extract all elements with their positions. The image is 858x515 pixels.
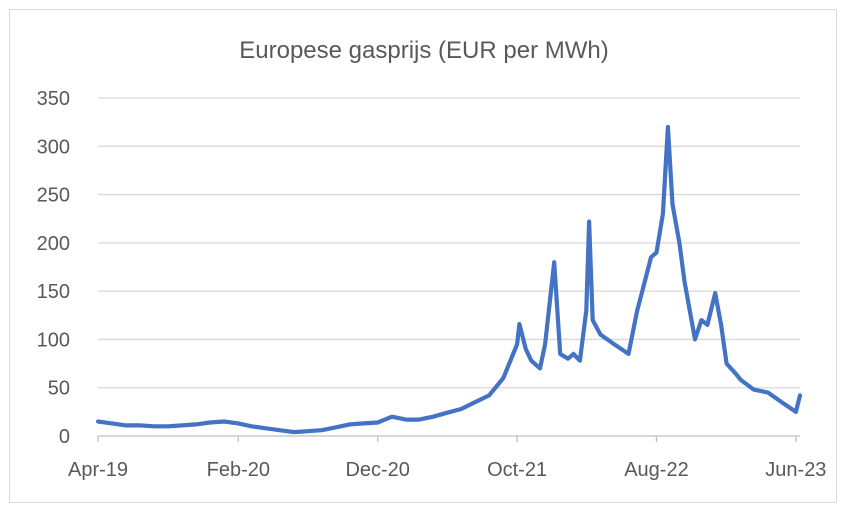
y-tick-label: 100 xyxy=(37,329,70,351)
x-tick-label: Oct-21 xyxy=(487,459,547,481)
x-tick-label: Dec-20 xyxy=(345,459,409,481)
x-axis: Apr-19 Feb-20 Dec-20 Oct-21 Aug-22 Jun-23 xyxy=(68,435,826,481)
chart-frame: Europese gasprijs (EUR per MWh) 0 50 100 15… xyxy=(9,9,837,503)
chart-svg: Europese gasprijs (EUR per MWh) 0 50 100 15… xyxy=(37,37,827,481)
grid-layer xyxy=(98,97,800,389)
y-tick-label: 200 xyxy=(37,233,70,255)
chart-title: Europese gasprijs (EUR per MWh) xyxy=(239,37,608,64)
x-tick-label: Feb-20 xyxy=(207,459,270,481)
y-tick-label: 250 xyxy=(37,185,70,207)
x-tick-label: Apr-19 xyxy=(68,459,128,481)
y-tick-label: 50 xyxy=(48,378,70,400)
y-tick-label: 350 xyxy=(37,88,70,110)
y-tick-label: 0 xyxy=(59,426,70,448)
series-layer xyxy=(95,124,803,435)
x-tick-label: Aug-22 xyxy=(624,459,689,481)
y-tick-label: 150 xyxy=(37,281,70,303)
x-tick-label: Jun-23 xyxy=(765,459,826,481)
series-line xyxy=(95,124,803,435)
y-tick-labels: 0 50 100 150 200 250 300 350 xyxy=(37,88,70,448)
y-tick-label: 300 xyxy=(37,136,70,158)
